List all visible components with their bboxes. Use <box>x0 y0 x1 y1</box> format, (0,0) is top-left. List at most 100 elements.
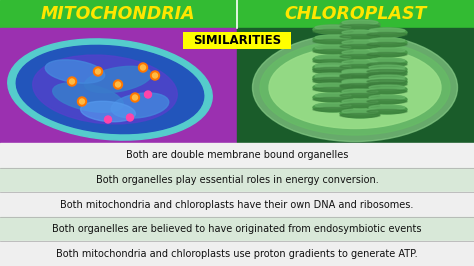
Ellipse shape <box>253 34 457 142</box>
Ellipse shape <box>367 89 407 94</box>
Ellipse shape <box>313 80 353 84</box>
Ellipse shape <box>313 88 353 92</box>
Circle shape <box>93 67 102 76</box>
Ellipse shape <box>340 44 380 48</box>
Ellipse shape <box>369 68 405 73</box>
Ellipse shape <box>53 83 123 112</box>
Ellipse shape <box>340 79 380 88</box>
Ellipse shape <box>313 93 353 102</box>
Ellipse shape <box>84 66 152 93</box>
Bar <box>237 28 474 143</box>
Ellipse shape <box>340 64 380 69</box>
Ellipse shape <box>269 47 441 128</box>
Ellipse shape <box>313 55 353 64</box>
Ellipse shape <box>367 80 407 84</box>
Circle shape <box>151 71 159 80</box>
Ellipse shape <box>340 50 380 59</box>
Ellipse shape <box>340 85 380 89</box>
Ellipse shape <box>340 70 380 79</box>
Ellipse shape <box>340 114 380 118</box>
Ellipse shape <box>315 55 351 60</box>
Ellipse shape <box>340 94 380 98</box>
Ellipse shape <box>369 65 405 70</box>
Ellipse shape <box>367 52 407 56</box>
Ellipse shape <box>342 79 378 84</box>
Ellipse shape <box>340 30 380 39</box>
Ellipse shape <box>367 28 407 37</box>
Ellipse shape <box>340 24 380 28</box>
Ellipse shape <box>315 103 351 108</box>
Circle shape <box>67 77 76 86</box>
Ellipse shape <box>342 89 378 94</box>
Ellipse shape <box>367 82 407 86</box>
Ellipse shape <box>340 69 380 78</box>
Ellipse shape <box>111 93 169 118</box>
Ellipse shape <box>367 58 407 67</box>
Circle shape <box>145 91 152 98</box>
Ellipse shape <box>367 95 407 104</box>
Circle shape <box>138 63 147 72</box>
Ellipse shape <box>367 63 407 66</box>
Circle shape <box>78 97 86 106</box>
Text: Both are double membrane bound organelles: Both are double membrane bound organelle… <box>126 150 348 160</box>
Circle shape <box>140 65 146 70</box>
Ellipse shape <box>369 58 405 63</box>
Ellipse shape <box>367 38 407 47</box>
Ellipse shape <box>369 78 405 83</box>
Ellipse shape <box>369 48 405 53</box>
Ellipse shape <box>342 109 378 114</box>
Ellipse shape <box>313 98 353 102</box>
Ellipse shape <box>340 35 380 39</box>
Ellipse shape <box>340 84 380 88</box>
Ellipse shape <box>16 45 204 134</box>
Ellipse shape <box>342 60 378 65</box>
Ellipse shape <box>342 99 378 104</box>
Bar <box>0 0 474 28</box>
Ellipse shape <box>315 93 351 98</box>
Ellipse shape <box>342 40 378 45</box>
Ellipse shape <box>369 28 405 33</box>
Bar <box>183 32 291 49</box>
Text: Both mitochondria and chloroplasts have their own DNA and ribosomes.: Both mitochondria and chloroplasts have … <box>60 200 414 210</box>
Ellipse shape <box>340 80 380 89</box>
Text: Both mitochondria and chloroplasts use proton gradients to generate ATP.: Both mitochondria and chloroplasts use p… <box>56 249 418 259</box>
Text: SIMILARITIES: SIMILARITIES <box>193 34 281 47</box>
Ellipse shape <box>315 63 351 68</box>
Ellipse shape <box>367 105 407 114</box>
Circle shape <box>95 69 100 74</box>
Ellipse shape <box>313 69 353 73</box>
Circle shape <box>70 79 74 84</box>
Bar <box>0 28 237 143</box>
Ellipse shape <box>313 30 353 34</box>
Ellipse shape <box>313 103 353 112</box>
Bar <box>0 168 474 192</box>
Ellipse shape <box>340 89 380 98</box>
Ellipse shape <box>313 73 353 82</box>
Ellipse shape <box>367 68 407 77</box>
Bar <box>0 143 474 168</box>
Ellipse shape <box>369 95 405 100</box>
Text: Both organelles are believed to have originated from endosymbiotic events: Both organelles are believed to have ori… <box>52 224 422 234</box>
Ellipse shape <box>340 74 380 78</box>
Ellipse shape <box>315 75 351 80</box>
Ellipse shape <box>45 60 105 83</box>
Bar <box>0 192 474 217</box>
Ellipse shape <box>315 25 351 30</box>
Ellipse shape <box>315 45 351 50</box>
Ellipse shape <box>313 75 353 84</box>
Ellipse shape <box>313 60 353 64</box>
Circle shape <box>133 95 137 100</box>
Bar <box>0 217 474 242</box>
Ellipse shape <box>342 30 378 35</box>
Ellipse shape <box>313 49 353 53</box>
Ellipse shape <box>313 39 353 44</box>
Ellipse shape <box>81 101 136 122</box>
Ellipse shape <box>367 99 407 103</box>
Ellipse shape <box>340 99 380 108</box>
Ellipse shape <box>340 40 380 49</box>
Ellipse shape <box>367 75 407 84</box>
Ellipse shape <box>369 85 405 90</box>
Ellipse shape <box>367 85 407 94</box>
Ellipse shape <box>313 83 353 92</box>
Circle shape <box>127 114 134 121</box>
